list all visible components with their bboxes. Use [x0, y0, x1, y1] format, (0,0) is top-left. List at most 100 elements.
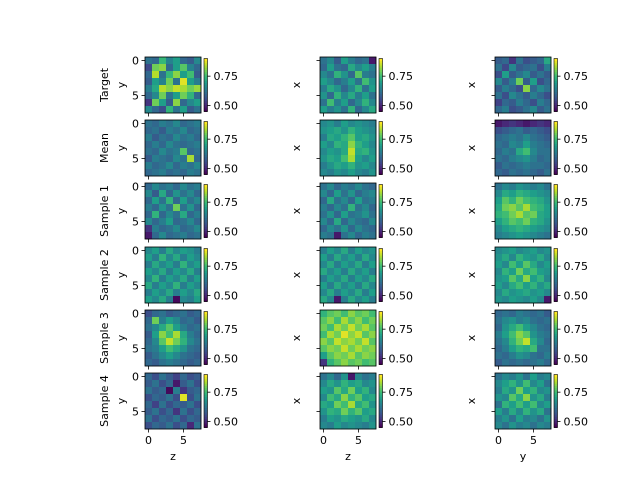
heatmap-cell [145, 338, 153, 346]
colorbar-segment [204, 67, 208, 70]
colorbar-segment [379, 252, 383, 256]
heatmap-cell [159, 247, 167, 255]
heatmap-cell [509, 92, 517, 100]
heatmap-cell [173, 268, 181, 276]
heatmap-cell [166, 289, 174, 297]
heatmap-cell [341, 197, 349, 205]
colorbar-segment [204, 139, 208, 142]
colorbar-tick-label: 0.50 [389, 290, 414, 303]
heatmap-cell [369, 99, 377, 107]
heatmap-cell [369, 169, 377, 177]
heatmap-cell [180, 162, 188, 170]
heatmap-cell [509, 359, 517, 367]
heatmap-cell [523, 204, 531, 212]
heatmap-cell [348, 106, 356, 114]
heatmap-cell [180, 394, 188, 402]
colorbar-segment [554, 219, 558, 223]
colorbar-segment [554, 342, 558, 346]
heatmap-cell [530, 92, 538, 100]
y-axis-label: y [115, 397, 128, 404]
heatmap-cell [509, 99, 517, 107]
heatmap-cell [145, 183, 153, 191]
heatmap-cell [348, 99, 356, 107]
heatmap-cell [537, 408, 545, 416]
colorbar-segment [204, 374, 208, 378]
heatmap-cell [495, 127, 503, 135]
heatmap-cell [341, 106, 349, 114]
heatmap-cell [362, 169, 370, 177]
heatmap-cell [334, 211, 342, 219]
heatmap-cell [152, 120, 160, 128]
heatmap-cell [530, 268, 538, 276]
colorbar-segment [554, 261, 558, 265]
heatmap-cell [187, 218, 195, 226]
colorbar-segment [204, 233, 208, 236]
heatmap-cell [334, 408, 342, 416]
colorbar-segment [554, 311, 558, 315]
heatmap-cell [355, 92, 363, 100]
heatmap-cell [355, 359, 363, 367]
colorbar-segment [379, 150, 383, 153]
colorbar-segment [379, 217, 383, 221]
heatmap-cell [180, 268, 188, 276]
heatmap-cell [509, 352, 517, 360]
heatmap-cell [180, 155, 188, 163]
heatmap-cell [180, 78, 188, 86]
heatmap-cell [544, 261, 552, 269]
heatmap-cell [194, 120, 202, 128]
heatmap-cell [320, 183, 328, 191]
colorbar-segment [554, 93, 558, 97]
heatmap-cell [537, 218, 545, 226]
heatmap-cell [348, 254, 356, 262]
heatmap-cell [152, 218, 160, 226]
heatmap-cell [523, 261, 531, 269]
colorbar-frame [378, 184, 383, 238]
heatmap-cell [166, 324, 174, 332]
colorbar-segment [204, 208, 208, 212]
colorbar-segment [204, 235, 208, 238]
heatmap-cell [166, 155, 174, 163]
heatmap-cell [320, 92, 328, 100]
y-tick-label: 5 [132, 280, 139, 293]
heatmap-cell [509, 204, 517, 212]
colorbar-segment [379, 167, 383, 171]
heatmap-cell [495, 247, 503, 255]
colorbar-segment [379, 255, 383, 258]
colorbar-segment [204, 222, 208, 225]
colorbar-segment [554, 425, 558, 428]
row-label: Sample 3 [98, 312, 111, 364]
colorbar-segment [554, 407, 558, 411]
colorbar-segment [204, 143, 208, 147]
heatmap-cell [187, 197, 195, 205]
heatmap-cell [537, 71, 545, 79]
colorbar-segment [554, 281, 558, 285]
heatmap-cell [320, 268, 328, 276]
heatmap-cell [516, 197, 524, 205]
colorbar-tick-label: 0.75 [564, 196, 589, 209]
heatmap-cell [173, 106, 181, 114]
heatmap-cell [537, 190, 545, 198]
heatmap-cell [166, 380, 174, 388]
heatmap-cell [320, 261, 328, 269]
heatmap-cell [187, 57, 195, 65]
heatmap-cell [159, 190, 167, 198]
colorbar-segment [204, 193, 208, 196]
heatmap-cell [516, 345, 524, 353]
heatmap-cell [544, 141, 552, 149]
colorbar-segment [204, 87, 208, 90]
heatmap-cell [341, 225, 349, 233]
heatmap-cell [509, 401, 517, 409]
heatmap-cell [516, 359, 524, 367]
heatmap-cell [523, 394, 531, 402]
heatmap-cell [523, 324, 531, 332]
heatmap-cell [145, 394, 153, 402]
heatmap-cell [194, 310, 202, 318]
row-label: Sample 1 [98, 185, 111, 237]
colorbar-segment [379, 60, 383, 64]
colorbar-segment [379, 219, 383, 223]
colorbar-segment [379, 206, 383, 210]
heatmap-cell [530, 352, 538, 360]
heatmap-cell [530, 211, 538, 219]
heatmap-cell [152, 282, 160, 290]
heatmap-cell [362, 415, 370, 423]
